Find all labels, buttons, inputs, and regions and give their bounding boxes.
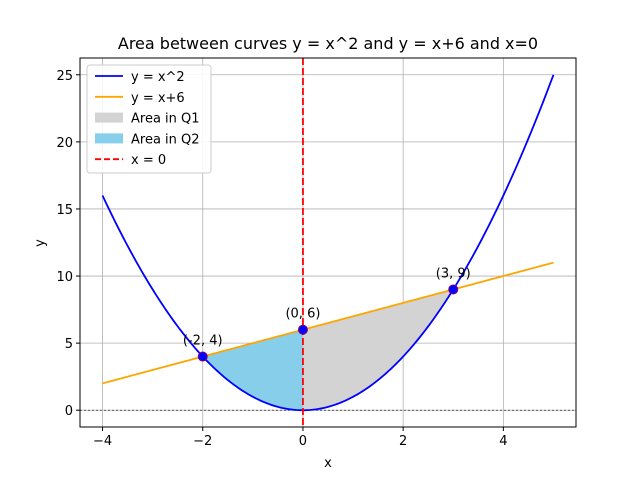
legend-entry-label: y = x^2: [131, 70, 185, 85]
y-tick-label: 25: [56, 69, 73, 84]
x-tick-label: −2: [193, 434, 212, 449]
legend-swatch: [95, 112, 123, 123]
series-linear-line: [102, 261, 554, 385]
axes-frame: [79, 57, 577, 428]
legend: y = x^2 y = x+6 Area in Q1 Area in Q2 x = 0: [86, 64, 212, 174]
intersection-point: [197, 351, 208, 362]
x-tick-label: 2: [399, 434, 407, 449]
y-tick-label: 15: [56, 203, 73, 218]
legend-entry-label: y = x+6: [131, 91, 185, 106]
y-axis-label: y: [33, 239, 48, 247]
y-tick-label: 5: [65, 337, 73, 352]
intersection-point: [448, 284, 459, 295]
legend-swatch: [95, 133, 123, 144]
y-tick-label: 10: [56, 270, 73, 285]
legend-entry-label: Area in Q1: [131, 112, 200, 127]
x-tick-label: −4: [93, 434, 112, 449]
intersection-point: [297, 324, 308, 335]
x-axis-label: x: [324, 456, 332, 471]
legend-entry-label: Area in Q2: [131, 132, 200, 147]
series-parabola-line: [101, 74, 555, 412]
legend-frame: [86, 64, 212, 174]
y-tick-label: 0: [65, 404, 73, 419]
point-label: (3, 9): [436, 266, 471, 281]
legend-entry-label: x = 0: [131, 153, 166, 168]
point-label: (-2, 4): [183, 334, 223, 349]
chart-title: Area between curves y = x^2 and y = x+6 …: [118, 34, 538, 53]
plot-area: (-2, 4) (0, 6) (3, 9) −4 −2 0 2 4 0 5 10 15 20 25: [56, 57, 577, 449]
x-tick-label: 0: [299, 434, 307, 449]
point-label: (0, 6): [285, 307, 320, 322]
x-tick-label: 4: [499, 434, 507, 449]
y-tick-label: 20: [56, 136, 73, 151]
